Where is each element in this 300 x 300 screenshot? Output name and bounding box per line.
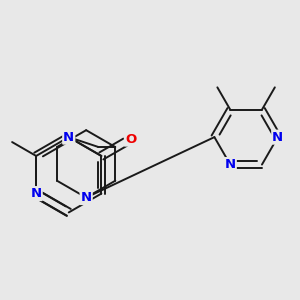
Text: N: N (272, 130, 284, 144)
Text: N: N (63, 130, 74, 144)
Text: N: N (31, 187, 42, 200)
Text: N: N (225, 158, 236, 171)
Text: O: O (125, 133, 136, 146)
Text: N: N (81, 191, 92, 204)
